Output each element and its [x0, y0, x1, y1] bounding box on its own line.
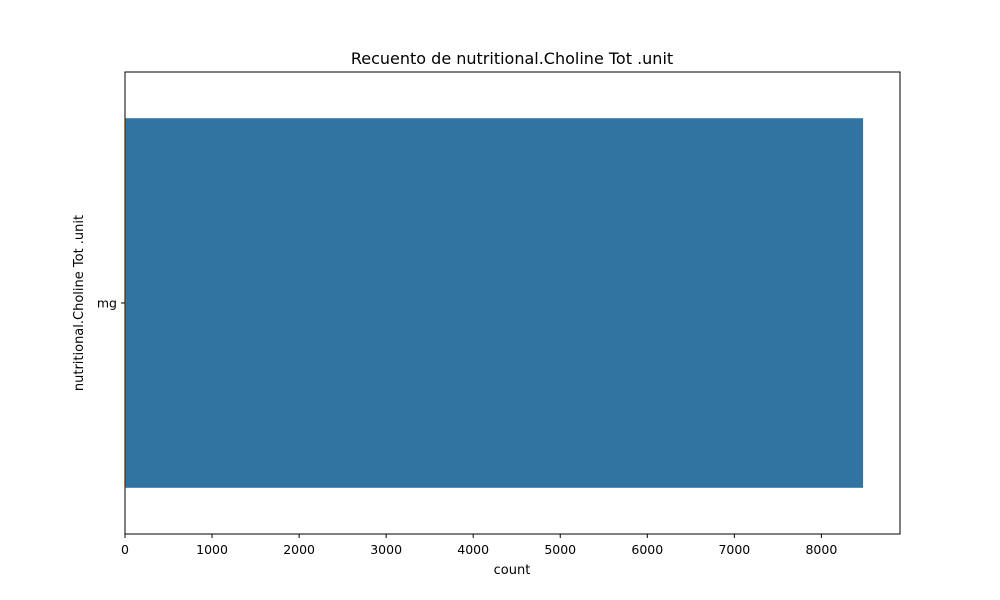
- y-axis-label: nutritional.Choline Tot .unit: [72, 215, 87, 391]
- bar-mg: [125, 118, 864, 488]
- x-tick-label: 0: [121, 542, 129, 557]
- x-tick-label: 1000: [196, 542, 228, 557]
- y-tick-label: mg: [97, 296, 117, 311]
- x-tick-label: 7000: [718, 542, 750, 557]
- x-axis-label: count: [494, 563, 531, 578]
- bars-group: [125, 118, 864, 488]
- chart-title: Recuento de nutritional.Choline Tot .uni…: [351, 49, 673, 68]
- x-tick-label: 5000: [544, 542, 576, 557]
- x-tick-label: 4000: [457, 542, 489, 557]
- x-tick-label: 6000: [631, 542, 663, 557]
- x-tick-label: 8000: [805, 542, 837, 557]
- x-tick-label: 3000: [370, 542, 402, 557]
- x-tick-label: 2000: [283, 542, 315, 557]
- x-axis-ticks: 0 1000 2000 3000 4000 5000 6000 7000 8000: [121, 534, 837, 557]
- y-axis-ticks: mg: [97, 296, 125, 311]
